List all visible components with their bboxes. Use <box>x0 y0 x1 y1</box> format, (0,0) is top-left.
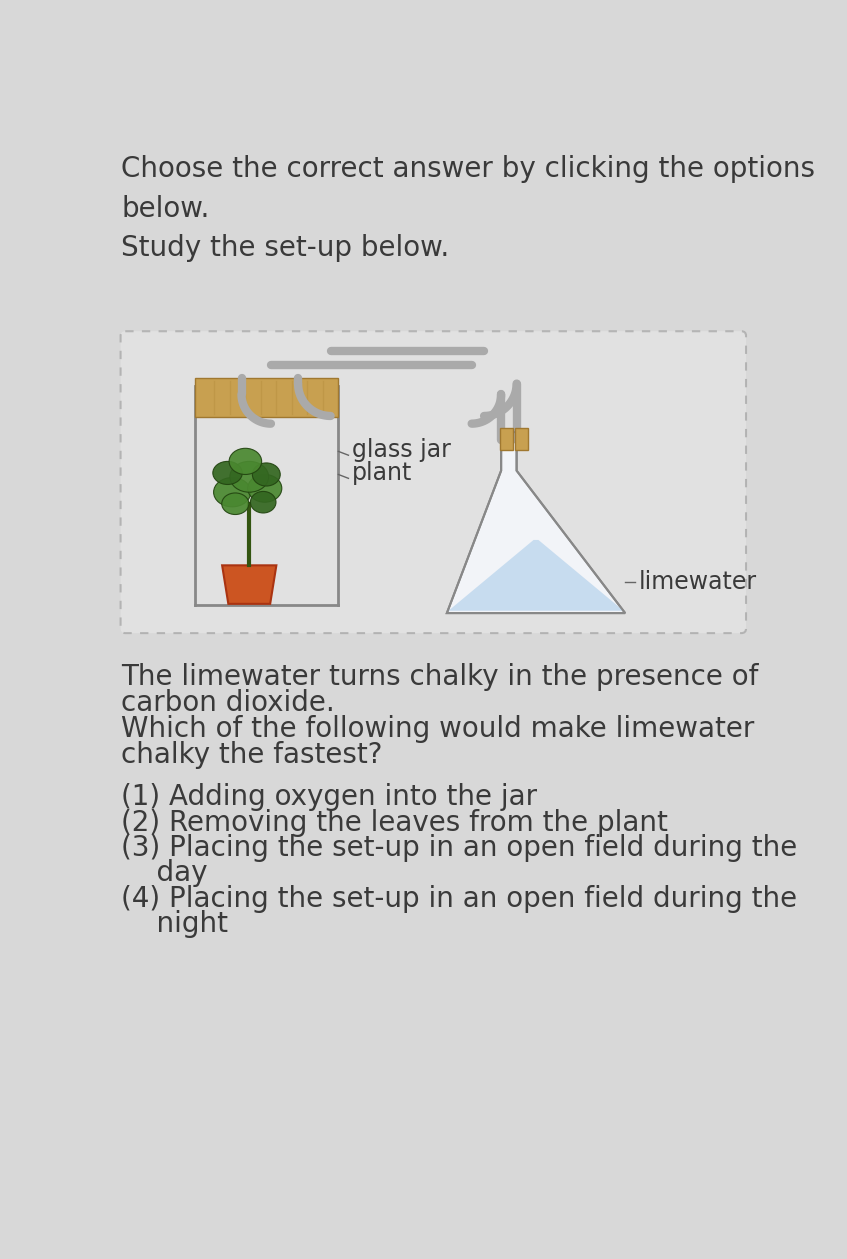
Text: The limewater turns chalky in the presence of: The limewater turns chalky in the presen… <box>121 663 759 691</box>
Bar <box>195 378 338 417</box>
Text: day: day <box>121 860 208 888</box>
Ellipse shape <box>222 494 249 515</box>
Text: night: night <box>121 910 229 938</box>
Text: (3) Placing the set-up in an open field during the: (3) Placing the set-up in an open field … <box>121 833 798 862</box>
Text: glass jar: glass jar <box>352 438 451 462</box>
Ellipse shape <box>213 461 242 485</box>
Ellipse shape <box>247 475 282 502</box>
Ellipse shape <box>230 461 268 492</box>
Text: chalky the fastest?: chalky the fastest? <box>121 740 383 769</box>
Ellipse shape <box>229 448 262 475</box>
Text: (1) Adding oxygen into the jar: (1) Adding oxygen into the jar <box>121 783 538 811</box>
Text: limewater: limewater <box>639 570 757 594</box>
Text: Choose the correct answer by clicking the options
below.: Choose the correct answer by clicking th… <box>121 155 816 223</box>
Text: carbon dioxide.: carbon dioxide. <box>121 689 335 716</box>
Polygon shape <box>448 540 623 611</box>
Text: Which of the following would make limewater: Which of the following would make limewa… <box>121 715 755 744</box>
FancyBboxPatch shape <box>120 331 746 633</box>
Polygon shape <box>447 432 625 613</box>
Ellipse shape <box>251 491 276 512</box>
Polygon shape <box>222 565 276 604</box>
Text: (4) Placing the set-up in an open field during the: (4) Placing the set-up in an open field … <box>121 885 798 913</box>
Bar <box>515 428 529 449</box>
Bar <box>500 428 512 449</box>
Ellipse shape <box>252 463 280 486</box>
Text: plant: plant <box>352 461 412 485</box>
Text: Study the set-up below.: Study the set-up below. <box>121 234 450 262</box>
Text: (2) Removing the leaves from the plant: (2) Removing the leaves from the plant <box>121 808 668 837</box>
Ellipse shape <box>213 477 251 507</box>
